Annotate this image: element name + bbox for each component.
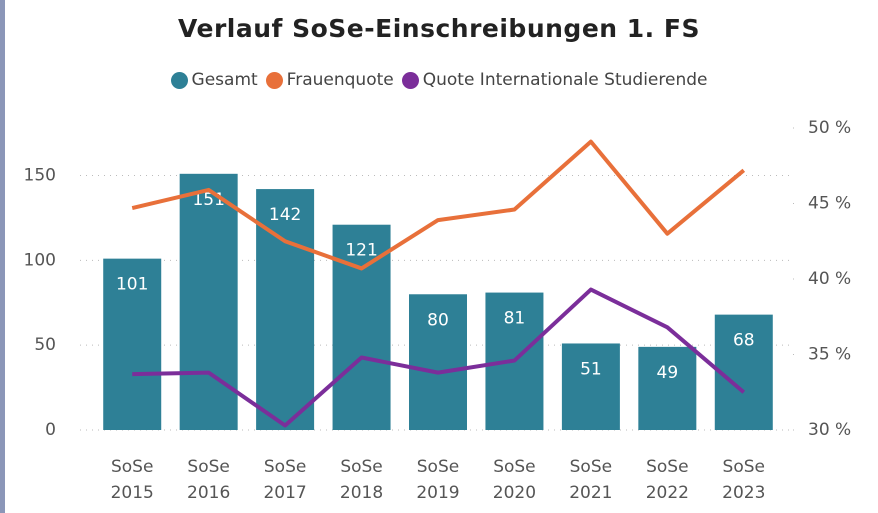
legend-marker xyxy=(401,71,419,89)
y2-tick-label: 30 % xyxy=(808,420,851,440)
x-tick-label: SoSe 2023 xyxy=(722,457,766,503)
data-label: 121 xyxy=(345,241,377,261)
legend-marker xyxy=(265,71,283,89)
x-tick-label: SoSe 2019 xyxy=(416,457,460,503)
legend-item: Gesamt xyxy=(170,70,258,90)
data-label: 101 xyxy=(116,275,148,295)
bar xyxy=(103,258,162,430)
data-label: 51 xyxy=(580,359,602,379)
legend-item: Frauenquote xyxy=(265,70,394,90)
bar xyxy=(332,224,391,430)
data-label: 142 xyxy=(269,205,301,225)
x-tick-label: SoSe 2015 xyxy=(110,457,154,503)
legend: Gesamt Frauenquote Quote Internationale St… xyxy=(0,70,878,90)
bar xyxy=(179,173,238,430)
data-label: 49 xyxy=(657,363,679,383)
x-tick-label: SoSe 2021 xyxy=(569,457,613,503)
y2-tick-label: 50 % xyxy=(808,118,851,138)
legend-label: Gesamt xyxy=(191,70,258,90)
x-tick-label: SoSe 2016 xyxy=(187,457,231,503)
line xyxy=(131,139,746,271)
y-tick-label: 100 xyxy=(24,250,56,270)
x-tick-label: SoSe 2018 xyxy=(339,457,384,503)
bar xyxy=(714,314,773,430)
y2-tick-label: 45 % xyxy=(808,194,851,214)
x-tick-label: SoSe 2020 xyxy=(492,457,537,503)
x-tick-label: SoSe 2022 xyxy=(645,457,689,503)
bar xyxy=(409,294,467,430)
bar xyxy=(561,343,620,430)
side-stripe xyxy=(0,0,5,513)
line xyxy=(132,287,746,428)
data-label: 81 xyxy=(504,309,526,329)
legend-item: Quote Internationale Studierende xyxy=(401,70,708,90)
y-tick-label: 50 xyxy=(34,335,56,355)
chart-title: Verlauf SoSe-Einschreibungen 1. FS xyxy=(178,14,700,43)
y2-tick-label: 35 % xyxy=(808,345,851,365)
legend-label: Quote Internationale Studierende xyxy=(422,70,708,90)
y2-tick-label: 40 % xyxy=(808,269,851,289)
y-tick-label: 0 xyxy=(45,420,56,440)
data-label: 80 xyxy=(427,310,449,330)
legend-label: Frauenquote xyxy=(286,70,394,90)
bar xyxy=(638,346,697,430)
x-tick-label: SoSe 2017 xyxy=(263,457,307,503)
data-label: 68 xyxy=(733,331,755,351)
y-tick-label: 150 xyxy=(24,166,56,186)
legend-marker xyxy=(170,71,188,89)
